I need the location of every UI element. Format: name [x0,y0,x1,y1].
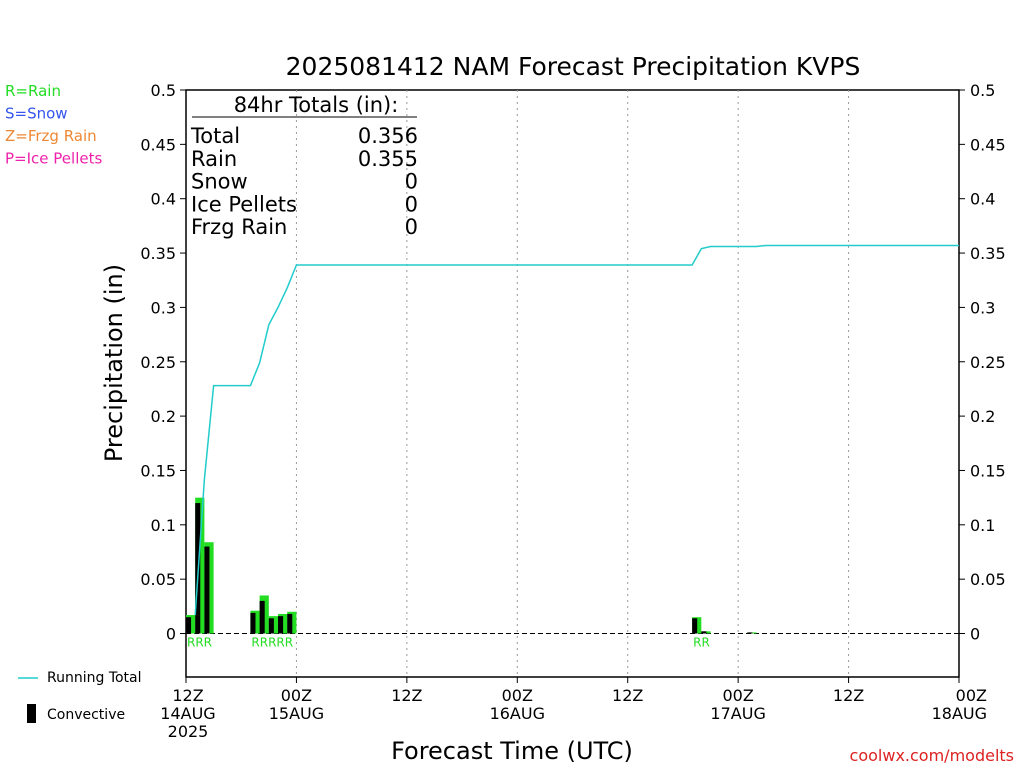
precip-bar-convective-10 [747,632,753,634]
legend-convective-swatch [27,704,36,723]
y-tick-label-left: 0.45 [140,135,176,154]
y-tick-label-left: 0.25 [140,353,176,372]
x-tick-label: 00Z [722,686,753,705]
y-tick-label-right: 0.45 [970,135,1006,154]
x-tick-year: 2025 [168,722,209,741]
y-tick-label-right: 0.05 [970,570,1006,589]
y-tick-label-right: 0.2 [970,407,995,426]
x-tick-date: 16AUG [490,704,545,723]
totals-heading: 84hr Totals (in): [234,93,399,117]
precip-bar-convective-4 [259,600,265,634]
totals-row-label: Ice Pellets [191,192,297,216]
legend-running-total-label: Running Total [47,670,142,686]
x-tick-label: 00Z [956,686,987,705]
y-tick-label-right: 0.1 [970,516,995,535]
y-tick-label-left: 0 [166,625,176,644]
x-tick-label: 12Z [172,686,203,705]
legend-convective-label: Convective [47,707,125,723]
y-axis-label: Precipitation (in) [100,264,128,462]
totals-row-label: Total [190,124,240,148]
y-tick-label-left: 0.35 [140,244,176,263]
x-tick-date: 17AUG [710,704,765,723]
precip-bar-convective-3 [250,612,256,634]
y-tick-label-left: 0.05 [140,570,176,589]
y-tick-label-left: 0.15 [140,461,176,480]
y-tick-label-left: 0.3 [151,298,176,317]
precip-bar-convective-7 [287,613,293,634]
x-tick-label: 12Z [612,686,643,705]
x-tick-label: 00Z [281,686,312,705]
y-tick-label-left: 0.5 [151,81,176,100]
totals-row-value: 0 [405,170,418,194]
x-tick-date: 14AUG [160,704,215,723]
y-tick-label-right: 0.15 [970,461,1006,480]
x-tick-label: 12Z [833,686,864,705]
precip-bar-convective-0 [186,617,192,634]
y-tick-label-right: 0.3 [970,298,995,317]
precip-bar-convective-6 [278,616,284,634]
precip-bar-convective-9 [701,631,707,634]
x-tick-label: 00Z [502,686,533,705]
ptype-legend-item: Z=Frzg Rain [5,127,97,145]
y-tick-label-right: 0.5 [970,81,995,100]
y-tick-label-right: 0 [970,625,980,644]
totals-row-value: 0.355 [358,147,418,171]
y-tick-label-right: 0.25 [970,353,1006,372]
credit-text: coolwx.com/modelts [850,746,1014,765]
totals-row-label: Rain [191,147,237,171]
ptype-label: RR [693,636,710,650]
y-tick-label-right: 0.4 [970,190,995,209]
precip-bar-convective-2 [204,546,210,634]
chart-title: 2025081412 NAM Forecast Precipitation KV… [286,52,861,81]
ptype-legend-item: P=Ice Pellets [5,150,102,168]
y-tick-label-left: 0.1 [151,516,176,535]
ptype-legend-item: S=Snow [5,105,68,123]
ptype-label: RRRRR [251,636,293,650]
precip-bar-convective-5 [268,618,274,634]
x-tick-date: 15AUG [269,704,324,723]
x-axis-label: Forecast Time (UTC) [391,737,633,765]
plot-frame [185,89,960,678]
totals-row-value: 0.356 [358,124,418,148]
totals-row-value: 0 [405,192,418,216]
y-tick-label-left: 0.2 [151,407,176,426]
precip-bar-convective-8 [692,618,698,634]
totals-row-value: 0 [405,215,418,239]
x-tick-date: 18AUG [932,704,987,723]
y-tick-label-right: 0.35 [970,244,1006,263]
totals-row-label: Snow [191,170,248,194]
y-tick-label-left: 0.4 [151,190,176,209]
running-total-line [194,244,959,616]
ptype-legend-item: R=Rain [5,82,61,100]
x-tick-label: 12Z [391,686,422,705]
ptype-label: RRR [187,636,212,650]
totals-row-label: Frzg Rain [191,215,287,239]
